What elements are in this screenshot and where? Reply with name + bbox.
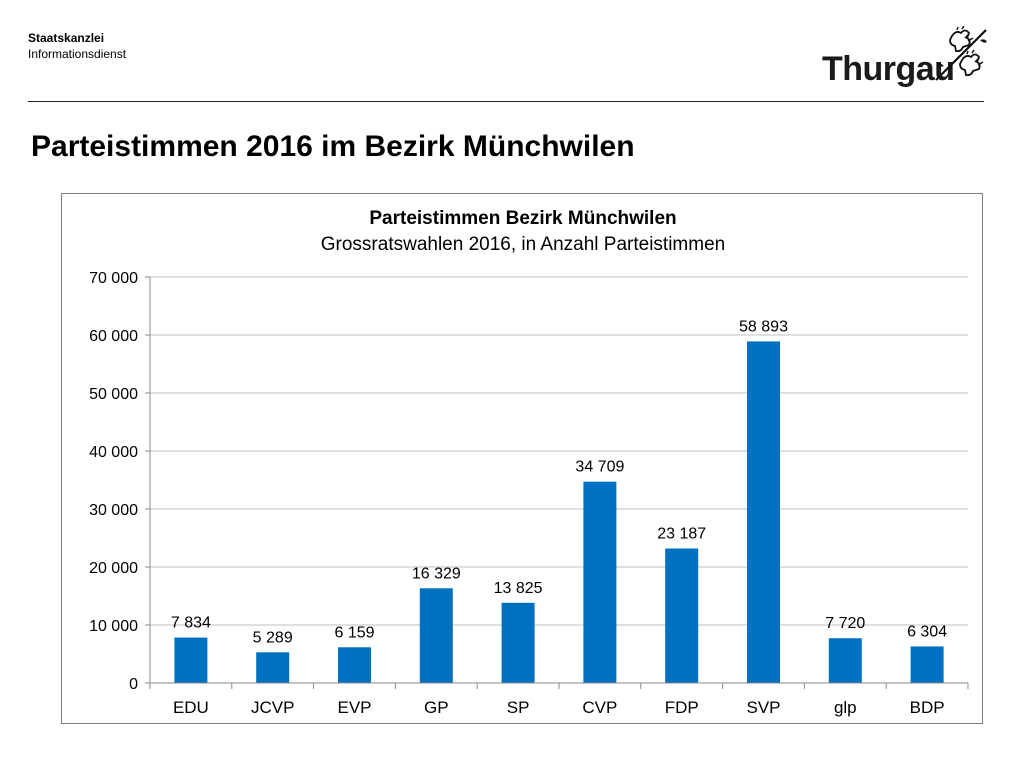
org-block: Staatskanzlei Informationsdienst xyxy=(28,30,126,62)
bar-cvp xyxy=(583,481,617,683)
x-tick-label: SP xyxy=(507,698,530,717)
data-labels: 7 834 5 289 6 159 16 329 13 825 34 709 23 187 5… xyxy=(171,318,947,646)
page-title: Parteistimmen 2016 im Bezirk Münchwilen xyxy=(31,130,635,163)
data-label: 23 187 xyxy=(657,526,706,543)
bar-bdp xyxy=(910,646,944,683)
chart-subtitle: Grossratswahlen 2016, in Anzahl Parteist… xyxy=(321,234,725,255)
x-tick-label: EDU xyxy=(173,698,209,717)
bar-svp xyxy=(747,341,780,683)
data-label: 13 825 xyxy=(494,580,543,597)
bar-jcvp xyxy=(256,652,290,683)
y-tick-label: 70 000 xyxy=(89,270,138,287)
bar-fdp xyxy=(665,548,699,683)
data-label: 58 893 xyxy=(739,318,788,335)
data-label: 16 329 xyxy=(412,565,461,582)
chart-frame: Parteistimmen Bezirk Münchwilen Grossrat… xyxy=(61,193,983,724)
y-tick-label: 20 000 xyxy=(89,560,138,577)
x-tick-label: JCVP xyxy=(251,698,294,717)
logo-text: Thurgau xyxy=(822,50,955,88)
x-tick-label: CVP xyxy=(582,698,617,717)
bar-evp xyxy=(338,647,371,683)
y-tick-label: 60 000 xyxy=(89,328,138,345)
x-tick-label: SVP xyxy=(746,698,780,717)
data-label: 7 834 xyxy=(171,615,211,632)
thurgau-logo: Thurgau xyxy=(820,26,990,90)
org-name: Staatskanzlei xyxy=(28,31,105,45)
x-tick-label: FDP xyxy=(665,698,699,717)
bar-gp xyxy=(419,588,453,683)
x-tick-label: glp xyxy=(834,698,857,717)
bar-chart: Parteistimmen Bezirk Münchwilen Grossrat… xyxy=(89,208,969,717)
data-label: 6 304 xyxy=(907,623,947,640)
thurgau-lions-crest-icon xyxy=(935,26,987,81)
chart-title: Parteistimmen Bezirk Münchwilen xyxy=(369,208,676,229)
data-label: 7 720 xyxy=(825,615,865,632)
axes: 0 10 000 20 000 30 000 40 000 50 000 60 000 70 … xyxy=(89,270,969,717)
data-label: 5 289 xyxy=(253,629,293,646)
x-tick-label: EVP xyxy=(337,698,371,717)
data-label: 6 159 xyxy=(334,624,374,641)
y-tick-label: 0 xyxy=(129,676,138,693)
y-tick-label: 40 000 xyxy=(89,444,138,461)
gridlines xyxy=(150,276,968,626)
bar-glp xyxy=(828,638,862,683)
bar-sp xyxy=(501,602,535,683)
x-tick-label: GP xyxy=(424,698,449,717)
data-label: 34 709 xyxy=(575,459,624,476)
bar-edu xyxy=(174,637,208,683)
y-tick-label: 10 000 xyxy=(89,618,138,635)
org-department: Informationsdienst xyxy=(28,47,127,61)
y-tick-label: 30 000 xyxy=(89,502,138,519)
bars xyxy=(174,341,944,683)
header-divider xyxy=(28,101,984,102)
x-tick-label: BDP xyxy=(910,698,945,717)
y-tick-label: 50 000 xyxy=(89,386,138,403)
